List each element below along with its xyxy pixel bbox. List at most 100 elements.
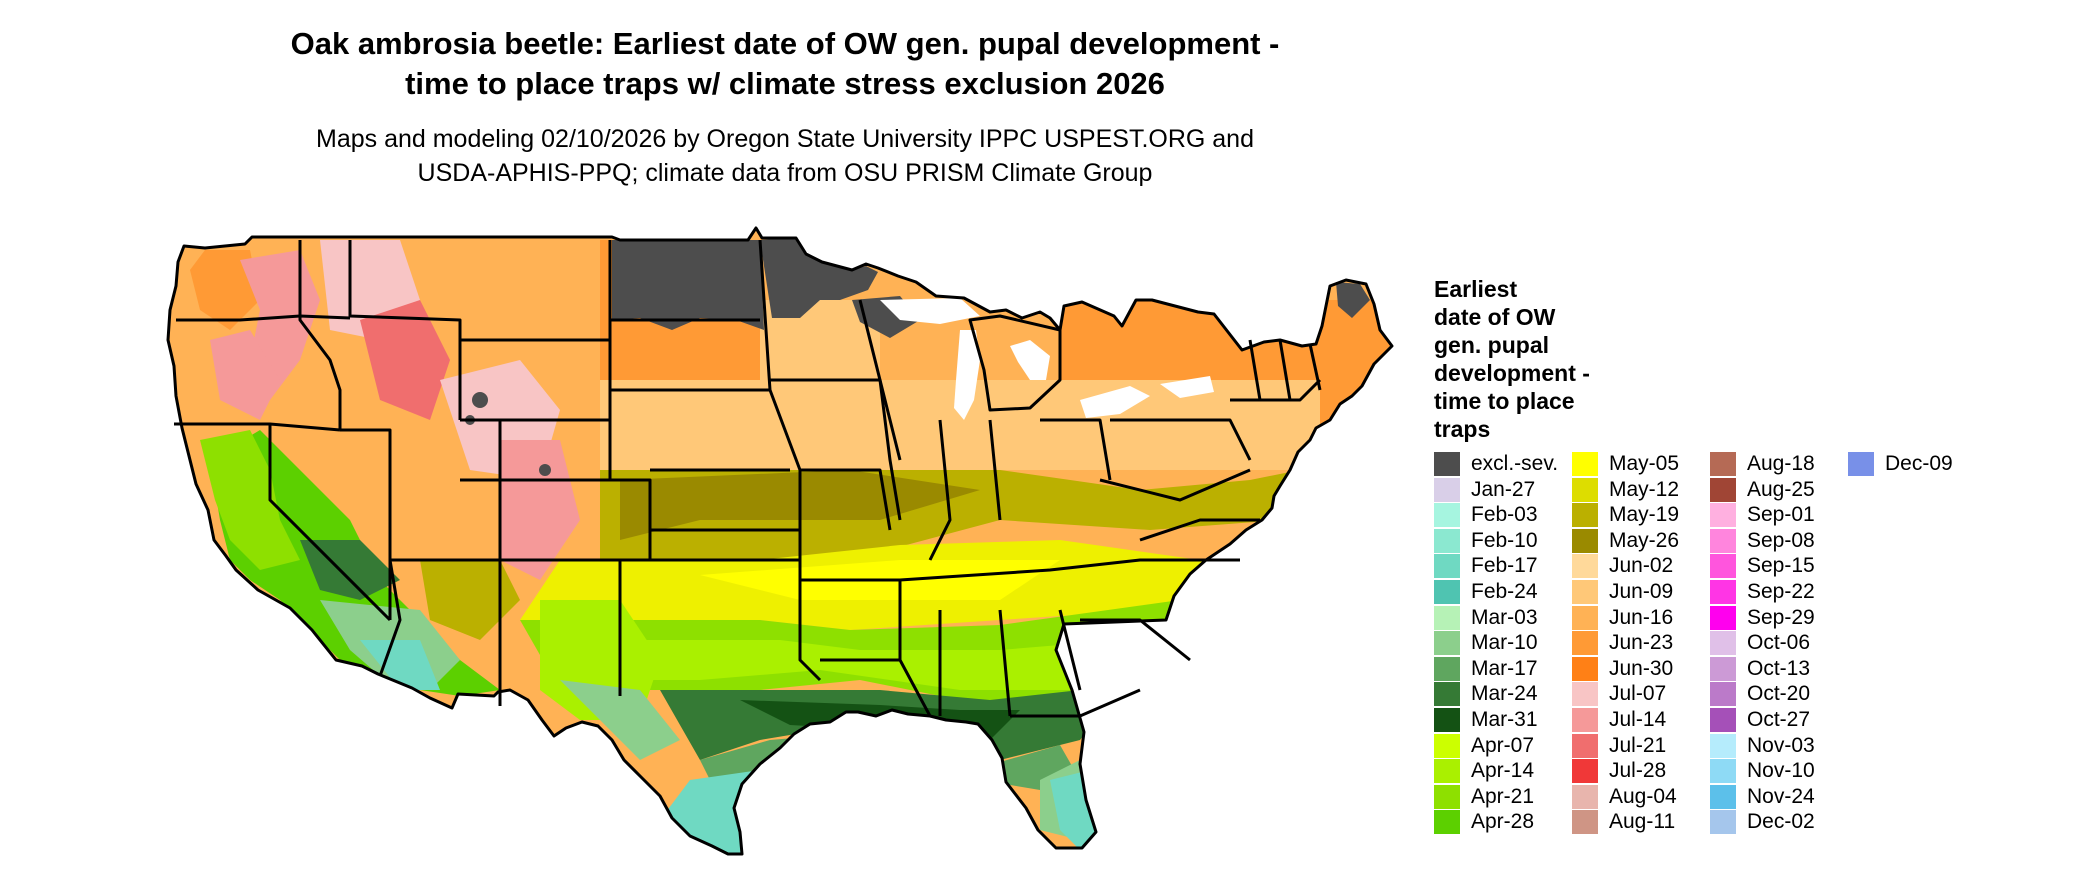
- legend-label: excl.-sev.: [1471, 452, 1559, 475]
- legend-swatch: [1434, 708, 1460, 732]
- legend-item: Jul-14: [1572, 707, 1666, 733]
- legend-title-line: gen. pupal: [1434, 332, 1549, 358]
- map-title: Oak ambrosia beetle: Earliest date of OW…: [120, 24, 1450, 104]
- us-map: [166, 226, 1394, 856]
- legend-label: Apr-21: [1471, 784, 1535, 808]
- legend-title-line: Earliest: [1434, 276, 1518, 302]
- legend-title-line: development -: [1434, 360, 1590, 386]
- map-title-line-1: Oak ambrosia beetle: Earliest date of OW…: [290, 26, 1280, 61]
- legend-label: May-26: [1609, 528, 1680, 552]
- legend-swatch: [1710, 733, 1736, 758]
- legend-title: Earliest date of OW gen. pupal developme…: [1434, 275, 1634, 443]
- legend-swatch: [1434, 528, 1460, 553]
- legend-item: Feb-10: [1434, 528, 1538, 554]
- legend-label: Apr-28: [1471, 810, 1535, 834]
- legend-item: Mar-03: [1434, 605, 1538, 631]
- legend-swatch: [1434, 580, 1460, 604]
- legend-swatch: [1710, 580, 1736, 604]
- legend-label: Jun-02: [1609, 554, 1674, 578]
- legend-label: Sep-01: [1747, 503, 1815, 527]
- legend-label: Apr-14: [1471, 759, 1535, 783]
- legend-item: Jun-09: [1572, 579, 1673, 605]
- legend-swatch: [1572, 810, 1598, 835]
- legend-title-line: date of OW: [1434, 304, 1556, 330]
- legend-swatch: [1572, 477, 1598, 502]
- legend-swatch: [1710, 708, 1736, 732]
- legend-item: Oct-27: [1710, 707, 1810, 733]
- legend-swatch: [1710, 656, 1736, 681]
- legend-swatch: [1572, 682, 1598, 707]
- legend-item: Apr-07: [1434, 733, 1534, 759]
- legend-label: Nov-24: [1747, 784, 1815, 808]
- legend-item: Sep-08: [1710, 528, 1815, 554]
- legend-item: Nov-24: [1710, 784, 1815, 810]
- legend-item: Aug-11: [1572, 809, 1675, 835]
- legend-item: Feb-17: [1434, 553, 1538, 579]
- legend-label: Jul-14: [1609, 708, 1667, 731]
- legend-swatch: [1710, 605, 1736, 630]
- legend-swatch: [1572, 554, 1598, 579]
- legend-swatch: [1710, 784, 1736, 809]
- legend-item: Jul-07: [1572, 681, 1666, 707]
- legend-label: Apr-07: [1471, 733, 1535, 757]
- legend-item: Jan-27: [1434, 477, 1535, 503]
- legend-item: Apr-21: [1434, 784, 1534, 810]
- legend-swatch: [1434, 554, 1460, 579]
- legend-label: Jun-30: [1609, 656, 1674, 680]
- legend-swatch: [1572, 708, 1598, 732]
- legend-item: Feb-24: [1434, 579, 1538, 605]
- legend-swatch: [1434, 784, 1460, 809]
- legend-label: Jul-07: [1609, 682, 1667, 706]
- legend-label: Jul-28: [1609, 759, 1667, 783]
- legend-swatch: [1572, 656, 1598, 681]
- legend-swatch: [1710, 682, 1736, 707]
- legend-item: Feb-03: [1434, 502, 1538, 528]
- legend-label: Mar-31: [1471, 708, 1538, 731]
- legend-swatch: [1572, 452, 1598, 476]
- legend-item: Aug-18: [1710, 451, 1815, 477]
- legend-swatch: [1434, 605, 1460, 630]
- legend-swatch: [1572, 503, 1598, 528]
- legend-item: May-05: [1572, 451, 1679, 477]
- legend-swatch: [1848, 452, 1874, 476]
- legend-item: Jun-16: [1572, 605, 1673, 631]
- legend-label: Aug-04: [1609, 784, 1677, 808]
- legend-title-line: time to place: [1434, 388, 1575, 414]
- legend-label: Nov-10: [1747, 759, 1815, 783]
- legend-label: May-12: [1609, 477, 1680, 501]
- legend-item: Mar-10: [1434, 630, 1538, 656]
- legend-swatch: [1572, 605, 1598, 630]
- state-borders: [166, 226, 1394, 856]
- legend-label: May-19: [1609, 503, 1680, 527]
- legend-item: Aug-04: [1572, 784, 1677, 810]
- legend-item: Apr-14: [1434, 758, 1534, 784]
- legend-label: Oct-27: [1747, 708, 1811, 731]
- legend-label: Feb-03: [1471, 503, 1538, 527]
- legend-swatch: [1710, 452, 1736, 476]
- map-subtitle: Maps and modeling 02/10/2026 by Oregon S…: [120, 122, 1450, 190]
- legend-item: Sep-01: [1710, 502, 1815, 528]
- legend-swatch: [1572, 759, 1598, 784]
- legend-label: Sep-15: [1747, 554, 1815, 578]
- legend-label: Sep-22: [1747, 580, 1815, 603]
- legend-label: Aug-18: [1747, 452, 1815, 475]
- legend-swatch: [1434, 656, 1460, 681]
- legend-label: Oct-20: [1747, 682, 1811, 706]
- legend-label: Mar-17: [1471, 656, 1538, 680]
- legend-item: Jun-30: [1572, 656, 1673, 682]
- legend-label: Dec-09: [1885, 452, 1953, 475]
- legend-item: Mar-31: [1434, 707, 1538, 733]
- legend-label: Aug-25: [1747, 477, 1815, 501]
- legend-item: May-19: [1572, 502, 1679, 528]
- legend-swatch: [1572, 528, 1598, 553]
- legend-item: Mar-17: [1434, 656, 1538, 682]
- legend-item: May-12: [1572, 477, 1679, 503]
- legend-title-line: traps: [1434, 416, 1491, 442]
- legend-label: Mar-24: [1471, 682, 1538, 706]
- legend-label: Jan-27: [1471, 477, 1536, 501]
- legend-swatch: [1572, 784, 1598, 809]
- legend-item: Mar-24: [1434, 681, 1538, 707]
- legend-swatch: [1434, 810, 1460, 835]
- legend-label: May-05: [1609, 452, 1680, 475]
- legend-swatch: [1710, 503, 1736, 528]
